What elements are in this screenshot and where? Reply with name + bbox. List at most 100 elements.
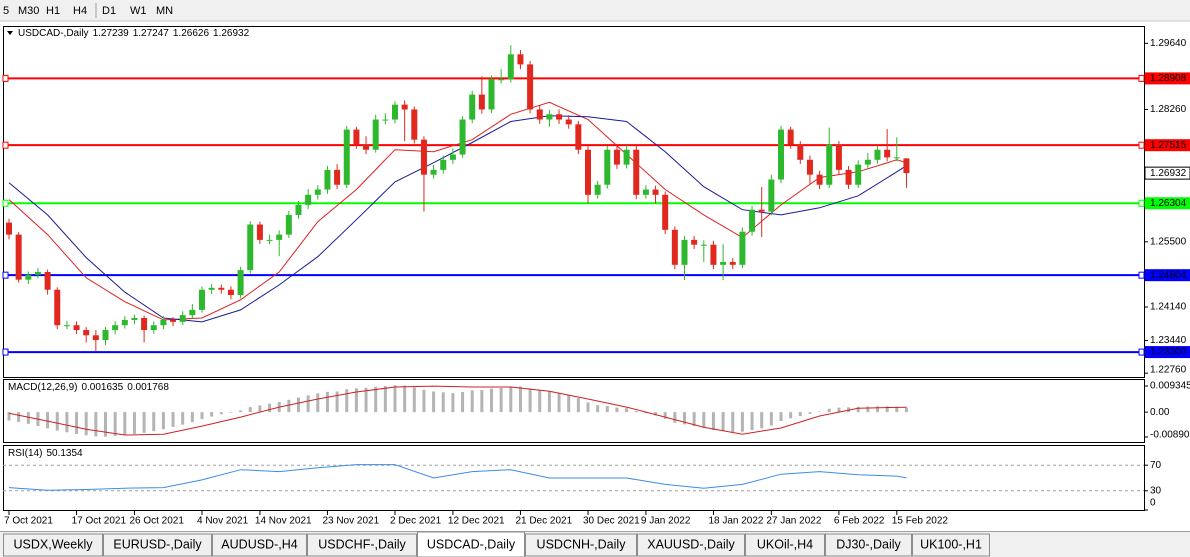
macd-bar (769, 412, 773, 426)
macd-bar (316, 393, 320, 413)
tab[interactable] (525, 533, 637, 557)
macd-bar (113, 412, 117, 437)
candle-body (691, 239, 698, 245)
x-tick-label: 14 Nov 2021 (255, 516, 312, 527)
candle-body (536, 109, 543, 120)
timeframe-button[interactable]: M30 (18, 5, 39, 17)
candle-body (855, 164, 862, 185)
candle-body (372, 119, 379, 150)
header-arrow (7, 31, 13, 35)
macd-bar (239, 410, 243, 413)
macd-bar (837, 407, 841, 413)
macd-bar (345, 389, 349, 413)
macd-bar (258, 405, 262, 413)
macd-bar (518, 386, 522, 413)
x-tick-label: 7 Oct 2021 (4, 516, 53, 527)
candle-body (266, 239, 273, 241)
level-handle (1138, 141, 1145, 149)
macd-bar (547, 391, 551, 413)
tab-label[interactable]: USDCNH-,Daily (537, 537, 627, 551)
macd-bar (692, 412, 696, 427)
macd-bar (605, 405, 609, 413)
candle-body (179, 315, 186, 322)
macd-bar (268, 403, 272, 413)
header-value: 0.001768 (127, 382, 169, 393)
y-tick-label: 1.24140 (1150, 302, 1187, 313)
candle-body (749, 209, 756, 232)
tab[interactable] (3, 533, 103, 557)
candle-body (44, 272, 51, 290)
x-tick-label: 4 Nov 2021 (197, 516, 249, 527)
tab-label[interactable]: USDX,Weekly (14, 537, 94, 551)
macd-bar (538, 390, 542, 413)
timeframe-button[interactable]: H4 (73, 5, 87, 17)
candle-body (363, 144, 370, 150)
candle-body (565, 119, 572, 125)
candle-body (613, 149, 620, 165)
tab-label[interactable]: USDCHF-,Daily (318, 537, 406, 551)
timeframe-button[interactable]: H1 (46, 5, 60, 17)
macd-bar (451, 393, 455, 413)
timeframe-button[interactable]: D1 (102, 5, 116, 17)
macd-bar (760, 412, 764, 429)
header-value: 0.001635 (81, 382, 123, 393)
level-handle (1138, 271, 1145, 279)
macd-bar (798, 412, 802, 417)
tab[interactable] (912, 533, 990, 557)
candle-body (54, 289, 61, 326)
macd-bar (663, 412, 667, 419)
tab[interactable] (745, 533, 825, 557)
macd-bar (65, 412, 69, 433)
candle-body (247, 224, 254, 271)
tab[interactable] (825, 533, 912, 557)
macd-bar (750, 412, 754, 430)
y-tick-label: 1.23440 (1150, 335, 1187, 346)
toolbar (0, 0, 1190, 21)
macd-bar (229, 412, 233, 413)
candle-body (420, 139, 427, 175)
candle-body (199, 289, 205, 310)
macd-bar (586, 402, 590, 413)
tab-label[interactable]: DJ30-,Daily (836, 537, 901, 551)
candle-body (623, 149, 630, 165)
tab-label[interactable]: EURUSD-,Daily (113, 537, 202, 551)
header-value: RSI(14) (8, 448, 42, 459)
candle-body (700, 244, 707, 246)
tab-label[interactable]: AUDUSD-,H4 (221, 537, 297, 551)
candle-body (903, 158, 910, 174)
tab-label[interactable]: UK100-,H1 (920, 537, 982, 551)
candle-body (353, 129, 360, 145)
tab[interactable] (307, 533, 417, 557)
candle-body (633, 149, 640, 195)
macd-bar (104, 412, 107, 437)
tab[interactable] (212, 533, 307, 557)
macd-bar (84, 412, 88, 436)
timeframe-button[interactable]: 5 (3, 5, 9, 17)
macd-bar (499, 388, 503, 413)
tab-label[interactable]: XAUUSD-,Daily (647, 537, 735, 551)
macd-bar (789, 412, 793, 419)
candle-body (295, 204, 302, 215)
macd-bar (673, 412, 677, 423)
level-label-bg (1145, 197, 1190, 210)
candle-body (662, 194, 669, 230)
candle-body (594, 184, 601, 195)
candle-body (459, 119, 466, 155)
timeframe-button[interactable]: MN (156, 5, 173, 17)
candle-body (121, 319, 128, 326)
tab[interactable] (637, 533, 745, 557)
timeframe-button[interactable]: W1 (130, 5, 147, 17)
level-label: 1.23200 (1150, 347, 1187, 358)
tab-label[interactable]: USDCAD-,Daily (427, 537, 516, 551)
candle-body (893, 157, 900, 159)
indicator-header: USDCAD-,Daily 1.27239 1.27247 1.26626 1.2693… (18, 28, 250, 39)
tab-label[interactable]: UKOil-,H4 (757, 537, 813, 551)
candle-body (517, 54, 524, 65)
tab[interactable] (103, 533, 212, 557)
macd-bar (731, 412, 735, 433)
candle-body (546, 114, 553, 120)
x-tick-label: 23 Nov 2021 (322, 516, 379, 527)
rsi-panel-border (3, 445, 1145, 511)
tab[interactable] (417, 531, 525, 557)
candle-body (440, 159, 447, 170)
